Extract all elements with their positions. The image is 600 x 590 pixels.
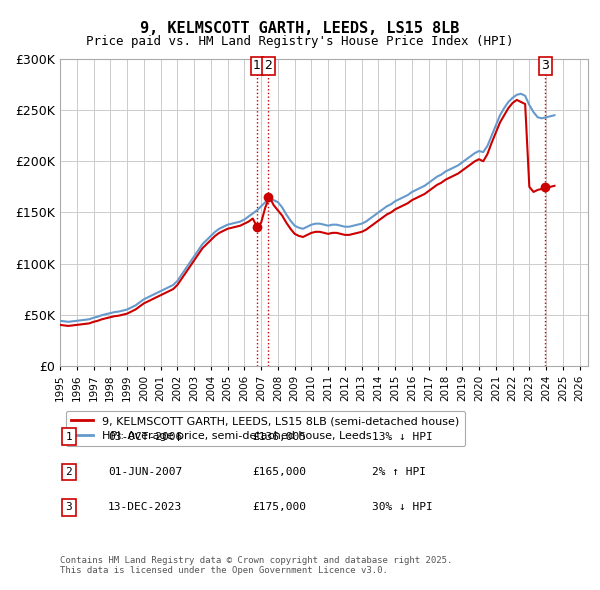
Legend: 9, KELMSCOTT GARTH, LEEDS, LS15 8LB (semi-detached house), HPI: Average price, s: 9, KELMSCOTT GARTH, LEEDS, LS15 8LB (sem…	[65, 411, 465, 446]
Text: 03-OCT-2006: 03-OCT-2006	[108, 432, 182, 441]
Text: 2: 2	[65, 467, 73, 477]
Text: £165,000: £165,000	[252, 467, 306, 477]
Text: 1: 1	[253, 59, 261, 72]
Text: 2% ↑ HPI: 2% ↑ HPI	[372, 467, 426, 477]
Text: 2: 2	[264, 59, 272, 72]
Text: Contains HM Land Registry data © Crown copyright and database right 2025.
This d: Contains HM Land Registry data © Crown c…	[60, 556, 452, 575]
Text: 01-JUN-2007: 01-JUN-2007	[108, 467, 182, 477]
Text: 3: 3	[541, 59, 549, 72]
Text: Price paid vs. HM Land Registry's House Price Index (HPI): Price paid vs. HM Land Registry's House …	[86, 35, 514, 48]
Text: 3: 3	[65, 503, 73, 512]
Text: 30% ↓ HPI: 30% ↓ HPI	[372, 503, 433, 512]
Text: 13% ↓ HPI: 13% ↓ HPI	[372, 432, 433, 441]
Text: £175,000: £175,000	[252, 503, 306, 512]
Text: 13-DEC-2023: 13-DEC-2023	[108, 503, 182, 512]
Text: £136,005: £136,005	[252, 432, 306, 441]
Text: 9, KELMSCOTT GARTH, LEEDS, LS15 8LB: 9, KELMSCOTT GARTH, LEEDS, LS15 8LB	[140, 21, 460, 35]
Text: 1: 1	[65, 432, 73, 441]
